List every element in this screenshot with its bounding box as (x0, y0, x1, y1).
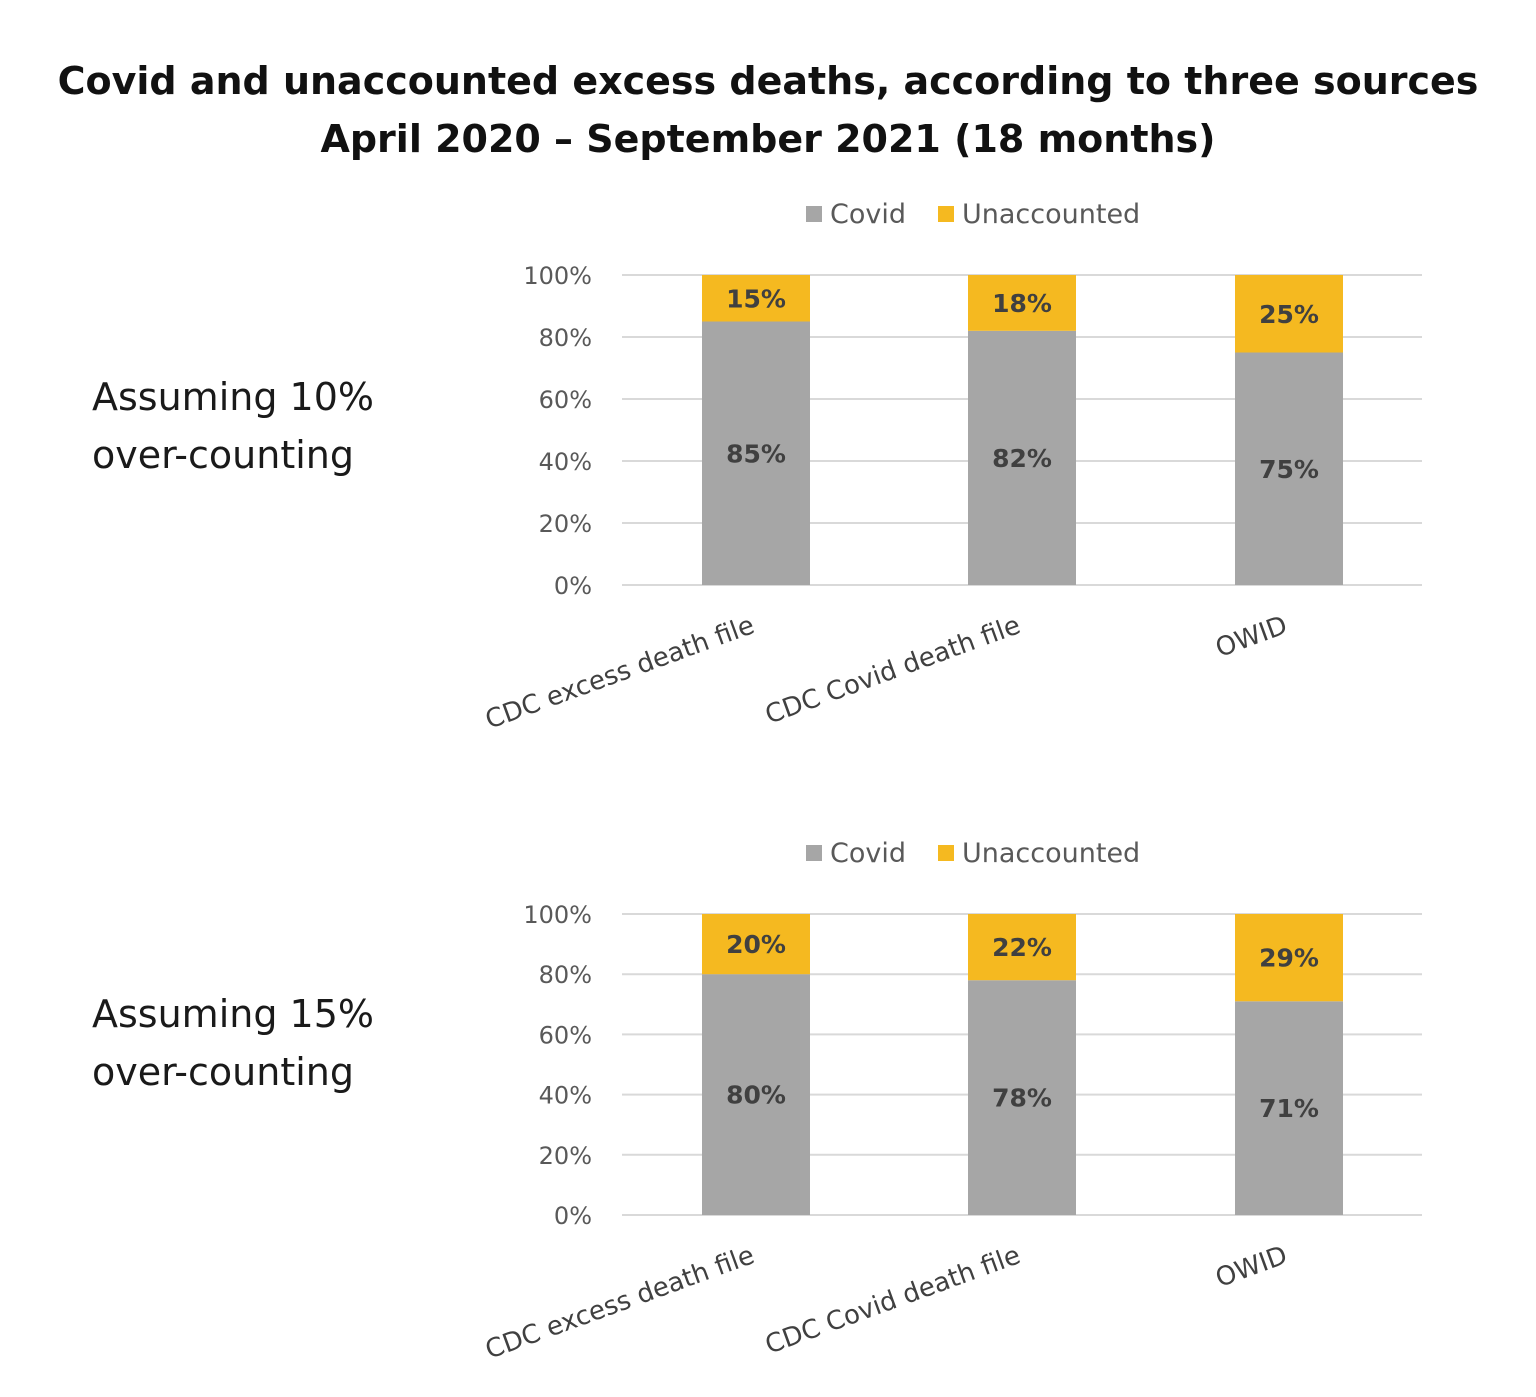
panel-label-1-line-2: over-counting (92, 433, 354, 477)
data-label-covid: 80% (726, 1081, 786, 1110)
stacked-bar-chart-15pct: 0% 20% 40% 60% 80% 100% 80% 20% CDC excess death… (482, 838, 1422, 1366)
panel-label-2-line-2: over-counting (92, 1050, 354, 1094)
bar-covid (968, 980, 1076, 1215)
y-tick-label: 20% (539, 1142, 592, 1170)
y-tick-label: 20% (539, 510, 592, 538)
x-category-label: CDC excess death file (482, 1240, 759, 1365)
x-category-label: OWID (1212, 610, 1292, 663)
y-tick-label: 60% (539, 386, 592, 414)
title-line-2: April 2020 – September 2021 (18 months) (320, 117, 1216, 161)
data-label-unaccounted: 29% (1259, 944, 1319, 973)
x-category-label: CDC Covid death file (761, 610, 1024, 730)
y-tick-label: 60% (539, 1021, 592, 1049)
bar-unaccounted (968, 914, 1076, 981)
bar-unaccounted (968, 275, 1076, 331)
data-label-covid: 75% (1259, 455, 1319, 484)
bar-unaccounted (1235, 914, 1343, 1002)
panel-label-1: Assuming 10% over-counting (92, 368, 374, 484)
legend-swatch-covid (806, 206, 822, 222)
y-tick-label: 0% (554, 1202, 592, 1230)
y-tick-label: 80% (539, 324, 592, 352)
data-label-unaccounted: 18% (992, 289, 1052, 318)
data-label-unaccounted: 22% (992, 933, 1052, 962)
legend-label-covid: Covid (830, 838, 906, 869)
bar-covid (702, 321, 810, 585)
y-tick-label: 0% (554, 572, 592, 600)
panel-label-2: Assuming 15% over-counting (92, 985, 374, 1101)
legend-swatch-covid (806, 845, 822, 861)
panel-label-1-line-1: Assuming 10% (92, 375, 374, 419)
data-label-covid: 78% (992, 1084, 1052, 1113)
bar-covid (968, 330, 1076, 585)
bar-covid (1235, 352, 1343, 585)
legend-label-covid: Covid (830, 199, 906, 230)
legend-swatch-unaccounted (938, 206, 954, 222)
x-category-label: OWID (1212, 1240, 1292, 1293)
bar-unaccounted (702, 275, 810, 322)
legend-label-unaccounted: Unaccounted (962, 838, 1140, 869)
x-category-label: CDC Covid death file (761, 1240, 1024, 1360)
legend-swatch-unaccounted (938, 845, 954, 861)
data-label-unaccounted: 15% (726, 284, 786, 313)
x-category-label: CDC excess death file (482, 610, 759, 735)
y-tick-label: 40% (539, 448, 592, 476)
data-label-covid: 82% (992, 444, 1052, 473)
chart-title: Covid and unaccounted excess deaths, acc… (0, 52, 1536, 168)
bar-covid (1235, 1001, 1343, 1215)
legend-label-unaccounted: Unaccounted (962, 199, 1140, 230)
bar-unaccounted (1235, 275, 1343, 353)
y-tick-label: 100% (523, 901, 592, 929)
data-label-covid: 71% (1259, 1094, 1319, 1123)
y-tick-label: 40% (539, 1082, 592, 1110)
panel-label-2-line-1: Assuming 15% (92, 992, 374, 1036)
data-label-unaccounted: 20% (726, 930, 786, 959)
bar-covid (702, 974, 810, 1215)
y-tick-label: 80% (539, 961, 592, 989)
y-tick-label: 100% (523, 262, 592, 290)
stacked-bar-chart-10pct: 0% 20% 40% 60% 80% 100% 85% 15% CDC excess death… (482, 199, 1422, 736)
title-line-1: Covid and unaccounted excess deaths, acc… (57, 59, 1479, 103)
data-label-covid: 85% (726, 439, 786, 468)
bar-unaccounted (702, 914, 810, 975)
data-label-unaccounted: 25% (1259, 300, 1319, 329)
